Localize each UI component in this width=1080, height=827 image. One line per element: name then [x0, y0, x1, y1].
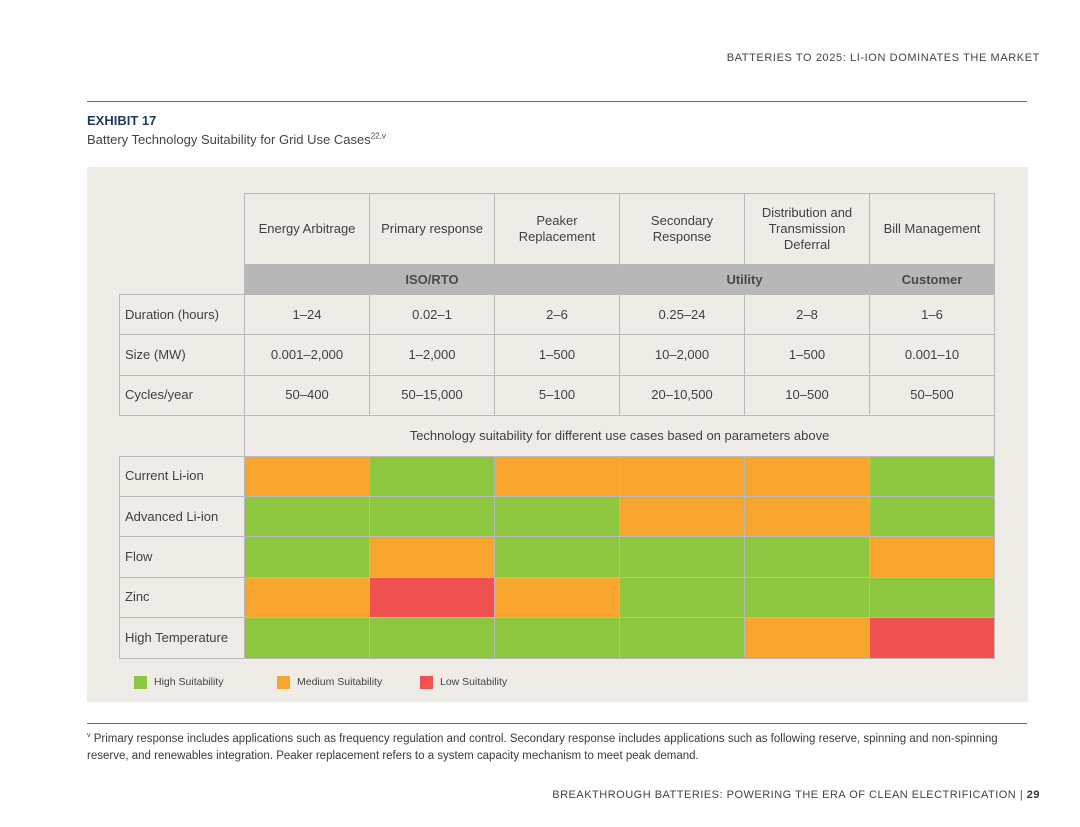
suitability-cell-high	[744, 576, 870, 619]
suitability-cell-high	[869, 455, 995, 497]
running-footer: BREAKTHROUGH BATTERIES: POWERING THE ERA…	[552, 789, 1040, 801]
exhibit-title: Battery Technology Suitability for Grid …	[87, 132, 386, 147]
footnote: v Primary response includes applications…	[87, 731, 1022, 764]
suitability-cell-high	[494, 617, 620, 659]
parameter-value: 1–500	[494, 334, 620, 376]
suitability-cell-high	[619, 617, 745, 659]
suitability-cell-medium	[744, 617, 870, 659]
suitability-cell-high	[619, 576, 745, 619]
legend-label: Low Suitability	[440, 676, 508, 688]
parameter-value: 0.25–24	[619, 294, 745, 336]
legend-label: Medium Suitability	[297, 676, 383, 688]
suitability-cell-high	[369, 496, 495, 538]
suitability-cell-high	[744, 536, 870, 578]
parameter-value: 50–400	[244, 374, 370, 417]
suitability-cell-medium	[744, 455, 870, 497]
suitability-cell-high	[369, 617, 495, 659]
suitability-cell-high	[869, 576, 995, 619]
parameter-value: 2–8	[744, 294, 870, 336]
bottom-rule	[87, 723, 1027, 724]
group-header: Utility	[619, 264, 870, 295]
top-rule	[87, 101, 1027, 102]
legend-item-high: High Suitability	[134, 675, 223, 689]
parameter-value: 0.02–1	[369, 294, 495, 336]
suitability-cell-medium	[244, 455, 370, 497]
parameter-row-label: Size (MW)	[119, 334, 245, 376]
column-header: Secondary Response	[619, 193, 745, 265]
parameter-value: 20–10,500	[619, 374, 745, 417]
parameter-value: 2–6	[494, 294, 620, 336]
page-number: 29	[1026, 789, 1040, 801]
column-header: Primary response	[369, 193, 495, 265]
column-header: Energy Arbitrage	[244, 193, 370, 265]
parameter-value: 50–500	[869, 374, 995, 417]
suitability-cell-high	[869, 496, 995, 538]
parameter-row-label: Duration (hours)	[119, 294, 245, 336]
suitability-cell-medium	[244, 576, 370, 619]
exhibit-title-text: Battery Technology Suitability for Grid …	[87, 132, 371, 147]
footer-title: BREAKTHROUGH BATTERIES: POWERING THE ERA…	[552, 789, 1017, 801]
parameter-value: 1–500	[744, 334, 870, 376]
legend-item-medium: Medium Suitability	[277, 675, 382, 689]
technology-row-label: Zinc	[119, 576, 245, 619]
parameter-value: 1–24	[244, 294, 370, 336]
suitability-cell-medium	[619, 455, 745, 497]
parameter-value: 10–500	[744, 374, 870, 417]
suitability-cell-high	[494, 496, 620, 538]
parameter-value: 10–2,000	[619, 334, 745, 376]
technology-row-label: Current Li-ion	[119, 455, 245, 497]
column-header: Peaker Replacement	[494, 193, 620, 265]
legend-swatch	[420, 675, 433, 689]
legend-item-low: Low Suitability	[420, 675, 507, 689]
suitability-cell-medium	[619, 496, 745, 538]
legend-swatch	[134, 675, 147, 689]
suitability-cell-high	[244, 496, 370, 538]
column-header: Bill Management	[869, 193, 995, 265]
footnote-marker: v	[87, 732, 91, 740]
exhibit-label: EXHIBIT 17	[87, 113, 157, 128]
column-header: Distribution and Transmission Deferral	[744, 193, 870, 265]
suitability-cell-low	[869, 617, 995, 659]
parameter-value: 0.001–10	[869, 334, 995, 376]
suitability-cell-high	[369, 455, 495, 497]
suitability-cell-medium	[494, 455, 620, 497]
parameter-row-label: Cycles/year	[119, 374, 245, 417]
parameter-value: 1–2,000	[369, 334, 495, 376]
suitability-cell-medium	[869, 536, 995, 578]
parameter-value: 0.001–2,000	[244, 334, 370, 376]
footnote-text: Primary response includes applications s…	[87, 733, 998, 762]
suitability-cell-medium	[494, 576, 620, 619]
technology-row-label: Advanced Li-ion	[119, 496, 245, 538]
parameter-value: 1–6	[869, 294, 995, 336]
exhibit-title-superscript: 22,v	[370, 131, 386, 141]
technology-row-label: Flow	[119, 536, 245, 578]
technology-row-label: High Temperature	[119, 617, 245, 659]
suitability-cell-high	[244, 617, 370, 659]
group-header: Customer	[869, 264, 995, 295]
suitability-cell-medium	[744, 496, 870, 538]
legend-label: High Suitability	[154, 676, 224, 688]
parameter-value: 50–15,000	[369, 374, 495, 417]
suitability-cell-high	[619, 536, 745, 578]
footer-separator: |	[1016, 789, 1027, 801]
suitability-cell-high	[494, 536, 620, 578]
parameter-value: 5–100	[494, 374, 620, 417]
suitability-cell-low	[369, 576, 495, 619]
group-header: ISO/RTO	[244, 264, 620, 295]
exhibit-panel: Energy Arbitrage Primary response Peaker R…	[87, 167, 1028, 702]
suitability-cell-medium	[369, 536, 495, 578]
legend-swatch	[277, 675, 290, 689]
running-header: BATTERIES TO 2025: LI-ION DOMINATES THE …	[726, 52, 1040, 64]
suitability-cell-high	[244, 536, 370, 578]
suitability-caption: Technology suitability for different use…	[244, 415, 995, 457]
